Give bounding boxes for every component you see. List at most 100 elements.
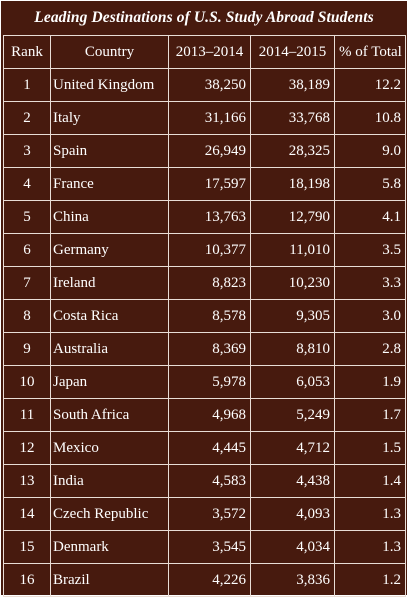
rank-cell: 1 <box>3 68 51 102</box>
enrollment-2014-2015-cell: 4,712 <box>250 431 335 465</box>
enrollment-2014-2015-cell: 18,198 <box>250 167 335 201</box>
column-header-percent-of-total: % of Total <box>334 35 406 69</box>
table-row: 14 Czech Republic 3,572 4,093 1.3 <box>3 497 406 531</box>
percent-of-total-cell: 2.8 <box>334 332 406 366</box>
rank-cell: 16 <box>3 563 51 597</box>
percent-of-total-cell: 3.3 <box>334 266 406 300</box>
rank-cell: 15 <box>3 530 51 564</box>
percent-of-total-cell: 12.2 <box>334 68 406 102</box>
enrollment-2014-2015-cell: 38,189 <box>250 68 335 102</box>
enrollment-2014-2015-cell: 4,093 <box>250 497 335 531</box>
table-title: Leading Destinations of U.S. Study Abroa… <box>34 9 374 26</box>
table-row: 1 United Kingdom 38,250 38,189 12.2 <box>3 68 406 102</box>
rank-cell: 5 <box>3 200 51 234</box>
enrollment-2013-2014-cell: 13,763 <box>168 200 251 234</box>
enrollment-2014-2015-cell: 9,305 <box>250 299 335 333</box>
rank-cell: 9 <box>3 332 51 366</box>
country-cell: Brazil <box>50 563 169 597</box>
enrollment-2013-2014-cell: 17,597 <box>168 167 251 201</box>
table-row: 11 South Africa 4,968 5,249 1.7 <box>3 398 406 432</box>
column-header-2014-2015: 2014–2015 <box>250 35 335 69</box>
enrollment-2013-2014-cell: 8,823 <box>168 266 251 300</box>
table-row: 16 Brazil 4,226 3,836 1.2 <box>3 563 406 597</box>
table-row: 12 Mexico 4,445 4,712 1.5 <box>3 431 406 465</box>
country-cell: India <box>50 464 169 498</box>
percent-of-total-cell: 1.7 <box>334 398 406 432</box>
country-cell: Spain <box>50 134 169 168</box>
table-row: 13 India 4,583 4,438 1.4 <box>3 464 406 498</box>
rank-cell: 4 <box>3 167 51 201</box>
enrollment-2013-2014-cell: 4,445 <box>168 431 251 465</box>
table-row: 7 Ireland 8,823 10,230 3.3 <box>3 266 406 300</box>
percent-of-total-cell: 1.3 <box>334 497 406 531</box>
country-cell: China <box>50 200 169 234</box>
table-row: 10 Japan 5,978 6,053 1.9 <box>3 365 406 399</box>
enrollment-2013-2014-cell: 4,968 <box>168 398 251 432</box>
percent-of-total-cell: 1.4 <box>334 464 406 498</box>
enrollment-2014-2015-cell: 33,768 <box>250 101 335 135</box>
table-row: 3 Spain 26,949 28,325 9.0 <box>3 134 406 168</box>
country-cell: France <box>50 167 169 201</box>
column-header-2013-2014: 2013–2014 <box>168 35 251 69</box>
rank-cell: 10 <box>3 365 51 399</box>
percent-of-total-cell: 9.0 <box>334 134 406 168</box>
table-row: 6 Germany 10,377 11,010 3.5 <box>3 233 406 267</box>
enrollment-2013-2014-cell: 38,250 <box>168 68 251 102</box>
enrollment-2013-2014-cell: 10,377 <box>168 233 251 267</box>
country-cell: Australia <box>50 332 169 366</box>
rank-cell: 8 <box>3 299 51 333</box>
table-row: 15 Denmark 3,545 4,034 1.3 <box>3 530 406 564</box>
country-cell: Czech Republic <box>50 497 169 531</box>
rank-cell: 13 <box>3 464 51 498</box>
enrollment-2014-2015-cell: 4,034 <box>250 530 335 564</box>
percent-of-total-cell: 10.8 <box>334 101 406 135</box>
enrollment-2014-2015-cell: 10,230 <box>250 266 335 300</box>
percent-of-total-cell: 3.5 <box>334 233 406 267</box>
rank-cell: 6 <box>3 233 51 267</box>
enrollment-2014-2015-cell: 8,810 <box>250 332 335 366</box>
enrollment-2014-2015-cell: 5,249 <box>250 398 335 432</box>
country-cell: Japan <box>50 365 169 399</box>
percent-of-total-cell: 3.0 <box>334 299 406 333</box>
enrollment-2014-2015-cell: 11,010 <box>250 233 335 267</box>
percent-of-total-cell: 1.5 <box>334 431 406 465</box>
table-row: 4 France 17,597 18,198 5.8 <box>3 167 406 201</box>
table-row: 5 China 13,763 12,790 4.1 <box>3 200 406 234</box>
destinations-table: Rank Country 2013–2014 2014–2015 % of To… <box>3 35 406 597</box>
enrollment-2014-2015-cell: 28,325 <box>250 134 335 168</box>
enrollment-2014-2015-cell: 4,438 <box>250 464 335 498</box>
country-cell: South Africa <box>50 398 169 432</box>
column-header-country: Country <box>50 35 169 69</box>
rank-cell: 2 <box>3 101 51 135</box>
rank-cell: 3 <box>3 134 51 168</box>
percent-of-total-cell: 1.3 <box>334 530 406 564</box>
country-cell: Denmark <box>50 530 169 564</box>
rank-cell: 7 <box>3 266 51 300</box>
table-row: 8 Costa Rica 8,578 9,305 3.0 <box>3 299 406 333</box>
enrollment-2013-2014-cell: 3,572 <box>168 497 251 531</box>
country-cell: Italy <box>50 101 169 135</box>
enrollment-2013-2014-cell: 4,226 <box>168 563 251 597</box>
enrollment-2013-2014-cell: 4,583 <box>168 464 251 498</box>
percent-of-total-cell: 5.8 <box>334 167 406 201</box>
enrollment-2014-2015-cell: 12,790 <box>250 200 335 234</box>
country-cell: Costa Rica <box>50 299 169 333</box>
rank-cell: 12 <box>3 431 51 465</box>
enrollment-2014-2015-cell: 3,836 <box>250 563 335 597</box>
rank-cell: 14 <box>3 497 51 531</box>
enrollment-2013-2014-cell: 8,578 <box>168 299 251 333</box>
country-cell: Germany <box>50 233 169 267</box>
percent-of-total-cell: 1.2 <box>334 563 406 597</box>
enrollment-2013-2014-cell: 26,949 <box>168 134 251 168</box>
enrollment-2013-2014-cell: 8,369 <box>168 332 251 366</box>
table-row: 2 Italy 31,166 33,768 10.8 <box>3 101 406 135</box>
country-cell: United Kingdom <box>50 68 169 102</box>
table-body: 1 United Kingdom 38,250 38,189 12.2 2 Italy 31,… <box>3 68 406 597</box>
rank-cell: 11 <box>3 398 51 432</box>
column-header-rank: Rank <box>3 35 51 69</box>
enrollment-2013-2014-cell: 31,166 <box>168 101 251 135</box>
percent-of-total-cell: 4.1 <box>334 200 406 234</box>
country-cell: Ireland <box>50 266 169 300</box>
enrollment-2013-2014-cell: 3,545 <box>168 530 251 564</box>
